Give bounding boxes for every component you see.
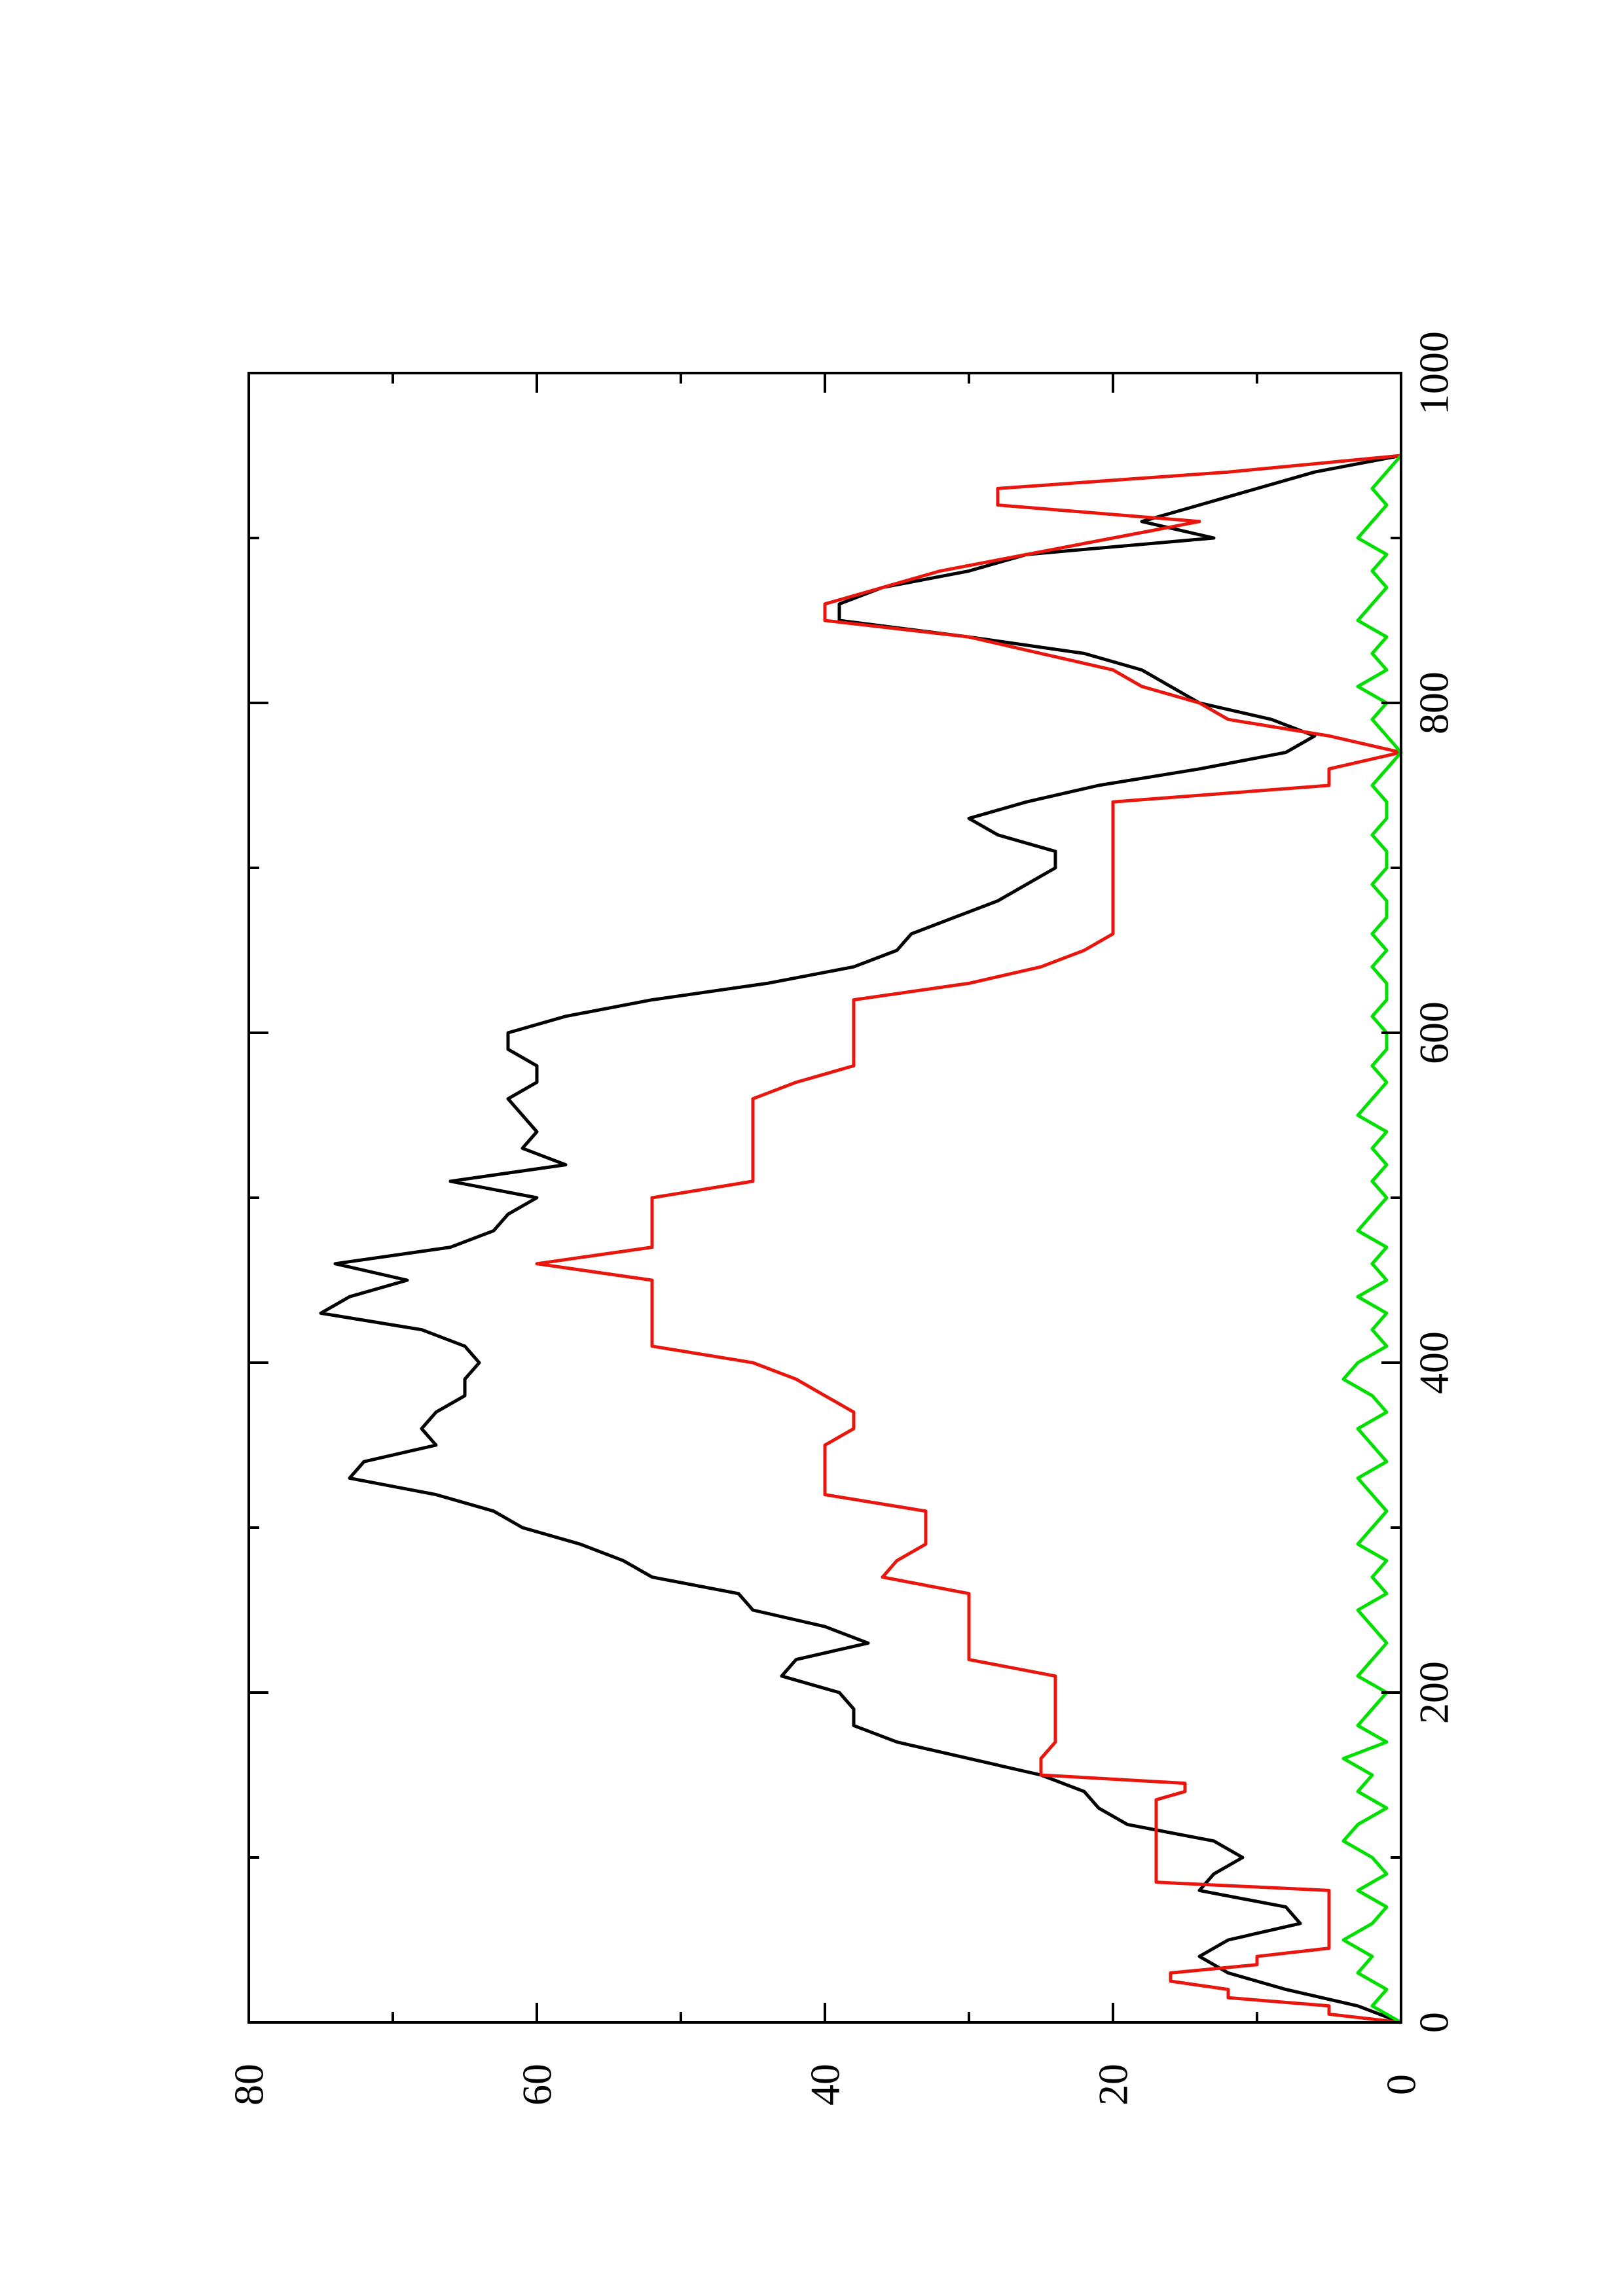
series-line-2 <box>535 454 1403 2024</box>
y-tick-label: 20 <box>1090 2064 1137 2106</box>
y-tick-label: 0 <box>1378 2074 1425 2095</box>
x-tick-label: 0 <box>1411 2012 1457 2033</box>
series-line-1 <box>319 454 1402 2024</box>
plot-area <box>319 454 1403 2024</box>
series-line-3 <box>1341 454 1403 2024</box>
y-tick-label: 60 <box>514 2064 560 2106</box>
x-tick-label: 200 <box>1411 1661 1457 1724</box>
x-tick-label: 600 <box>1411 1001 1457 1064</box>
x-tick-label: 800 <box>1411 672 1457 734</box>
x-axis: 0 200 400 600 800 1000 <box>249 331 1457 2033</box>
x-tick-label: 1000 <box>1411 331 1457 415</box>
y-tick-label: 80 <box>226 2064 272 2106</box>
y-tick-label: 40 <box>802 2064 848 2106</box>
x-tick-label: 400 <box>1411 1331 1457 1394</box>
plot-frame <box>247 372 1402 2024</box>
y-axis: 0 20 40 60 80 <box>226 373 1425 2106</box>
